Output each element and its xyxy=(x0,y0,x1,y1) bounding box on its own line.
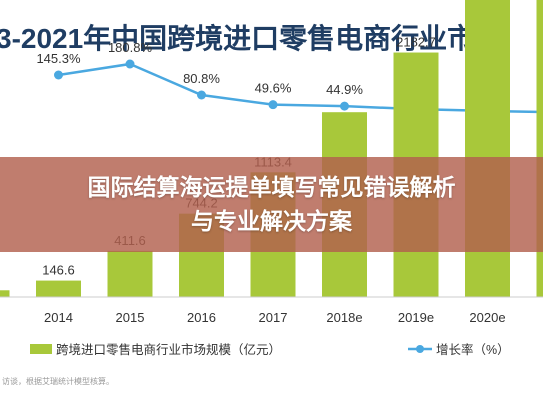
x-tick-label: 2019e xyxy=(398,310,434,325)
growth-rate-label: 80.8% xyxy=(183,71,220,86)
legend-label-market-size: 跨境进口零售电商行业市场规模（亿元） xyxy=(56,342,281,357)
source-note: 访谈，根据艾瑞统计模型核算。 xyxy=(2,376,114,386)
bar-2020e xyxy=(465,0,510,297)
x-tick-label: 2014 xyxy=(44,310,73,325)
x-axis-ticks: 320142015201620172018e2019e2020e2 xyxy=(44,310,506,325)
growth-rate-label: 145.3% xyxy=(36,51,81,66)
bar-3 xyxy=(0,290,10,297)
growth-rate-point xyxy=(268,100,278,110)
growth-rate-label: 44.9% xyxy=(326,82,363,97)
growth-rate-label: 180.8% xyxy=(108,40,153,55)
banner-title-line-1: 国际结算海运提单填写常见错误解析 xyxy=(87,174,456,201)
bar-value-label: 2182.7 xyxy=(396,35,436,50)
growth-rate-point xyxy=(54,70,63,80)
x-tick-label: 2015 xyxy=(116,310,145,325)
growth-rate-point xyxy=(197,90,206,100)
x-tick-label: 2018e xyxy=(326,310,362,325)
growth-rate-point xyxy=(340,101,349,111)
growth-rate-label: 49.6% xyxy=(255,81,292,96)
growth-rate-point xyxy=(125,59,135,69)
chart-title: 3-2021年中国跨境进口零售电商行业市场 xyxy=(0,22,503,54)
legend-label-growth: 增长率（%） xyxy=(436,342,510,357)
x-tick-label: 2020e xyxy=(469,310,505,325)
x-tick-label: 2017 xyxy=(259,310,288,325)
x-tick-label: 2016 xyxy=(187,310,216,325)
bar-value-label: 146.6 xyxy=(42,263,75,278)
bar-2014 xyxy=(36,280,81,297)
legend: 跨境进口零售电商行业市场规模（亿元） 增长率（%） xyxy=(30,342,510,357)
legend-swatch-market-size xyxy=(30,344,52,354)
banner-title-line-2: 与专业解决方案 xyxy=(191,208,352,235)
title-banner: 国际结算海运提单填写常见错误解析 与专业解决方案 xyxy=(0,157,543,252)
legend-marker-growth xyxy=(416,345,424,353)
bar-2015 xyxy=(107,250,153,297)
bar-2 xyxy=(536,0,543,297)
